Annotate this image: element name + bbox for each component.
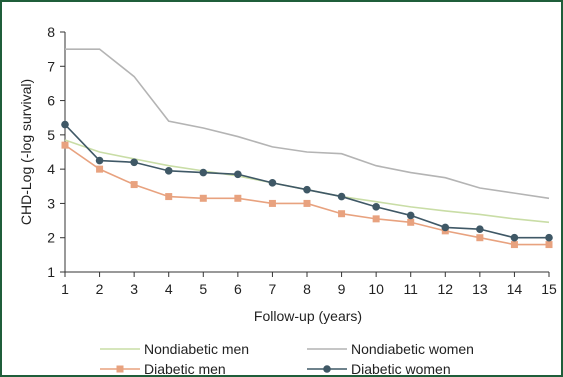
y-tick-label: 8	[47, 24, 55, 40]
data-point-diabetic-women	[234, 170, 242, 179]
data-point-diabetic-women	[95, 156, 104, 165]
series-lines	[61, 48, 553, 249]
data-point-diabetic-women	[164, 167, 173, 175]
y-tick-label: 5	[47, 127, 55, 143]
x-tick-label: 3	[130, 281, 138, 297]
y-tick-label: 3	[47, 195, 55, 211]
legend: Nondiabetic men Nondiabetic women Diabetic…	[100, 341, 474, 377]
data-point-diabetic-men	[476, 234, 484, 242]
x-tick-label: 6	[234, 281, 242, 297]
data-point-diabetic-women	[510, 233, 519, 242]
y-tick-label: 6	[47, 93, 55, 109]
y-tick-label: 7	[47, 58, 55, 74]
x-tick-label: 14	[507, 281, 523, 297]
data-point-diabetic-women	[372, 203, 380, 211]
data-point-diabetic-men	[199, 194, 207, 202]
data-point-diabetic-women	[476, 225, 484, 233]
data-point-diabetic-men	[61, 141, 69, 149]
data-point-diabetic-men	[268, 199, 276, 207]
series-line-nondiabetic-women	[65, 48, 550, 200]
x-tick-label: 15	[541, 281, 557, 297]
data-point-diabetic-women	[545, 233, 553, 242]
y-tick-label: 2	[47, 230, 55, 246]
data-point-diabetic-women	[268, 179, 277, 187]
y-tick-label: 4	[47, 161, 55, 177]
data-point-diabetic-men	[303, 199, 311, 207]
legend-label-nondiabetic-men: Nondiabetic men	[144, 341, 249, 357]
x-tick-label: 4	[165, 281, 173, 297]
x-tick-label: 10	[368, 281, 384, 297]
x-tick-label: 13	[472, 281, 488, 297]
data-point-diabetic-men	[96, 165, 104, 173]
data-point-diabetic-men	[510, 241, 518, 249]
data-point-diabetic-women	[441, 223, 450, 232]
x-tick-label: 8	[303, 281, 311, 297]
data-point-diabetic-women	[406, 211, 415, 220]
x-tick-label: 9	[338, 281, 346, 297]
x-tick-label: 1	[61, 281, 69, 297]
x-tick-label: 12	[437, 281, 453, 297]
x-tick-label: 2	[96, 281, 104, 297]
y-axis-title: CHD-Log (-log survival)	[18, 79, 34, 225]
data-point-diabetic-women	[130, 158, 138, 167]
legend-marker-diabetic-women	[323, 365, 331, 373]
x-axis-title: Follow-up (years)	[254, 308, 362, 324]
data-point-diabetic-men	[234, 194, 242, 202]
data-point-diabetic-men	[545, 241, 553, 249]
data-point-diabetic-women	[61, 120, 69, 129]
legend-label-nondiabetic-women: Nondiabetic women	[351, 341, 474, 357]
data-point-diabetic-men	[165, 193, 173, 201]
data-point-diabetic-men	[407, 218, 415, 226]
x-tick-label: 11	[403, 281, 418, 297]
data-point-diabetic-women	[303, 185, 311, 194]
data-point-diabetic-men	[130, 181, 138, 189]
data-point-diabetic-women	[337, 192, 346, 201]
legend-label-diabetic-women: Diabetic women	[351, 361, 451, 377]
y-tick-label: 1	[47, 264, 55, 280]
data-point-diabetic-men	[338, 210, 346, 218]
data-point-diabetic-women	[199, 168, 208, 177]
data-point-diabetic-men	[372, 215, 380, 223]
x-tick-label: 7	[269, 281, 277, 297]
x-tick-label: 5	[199, 281, 207, 297]
legend-label-diabetic-men: Diabetic men	[144, 361, 226, 377]
legend-marker-diabetic-men	[116, 365, 124, 373]
